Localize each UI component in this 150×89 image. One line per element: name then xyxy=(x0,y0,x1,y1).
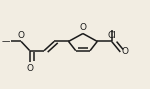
Text: O: O xyxy=(79,23,86,32)
Text: O: O xyxy=(26,64,33,73)
Text: O: O xyxy=(18,31,25,40)
Text: —: — xyxy=(2,37,10,46)
Text: Cl: Cl xyxy=(107,31,116,40)
Text: O: O xyxy=(122,47,129,56)
